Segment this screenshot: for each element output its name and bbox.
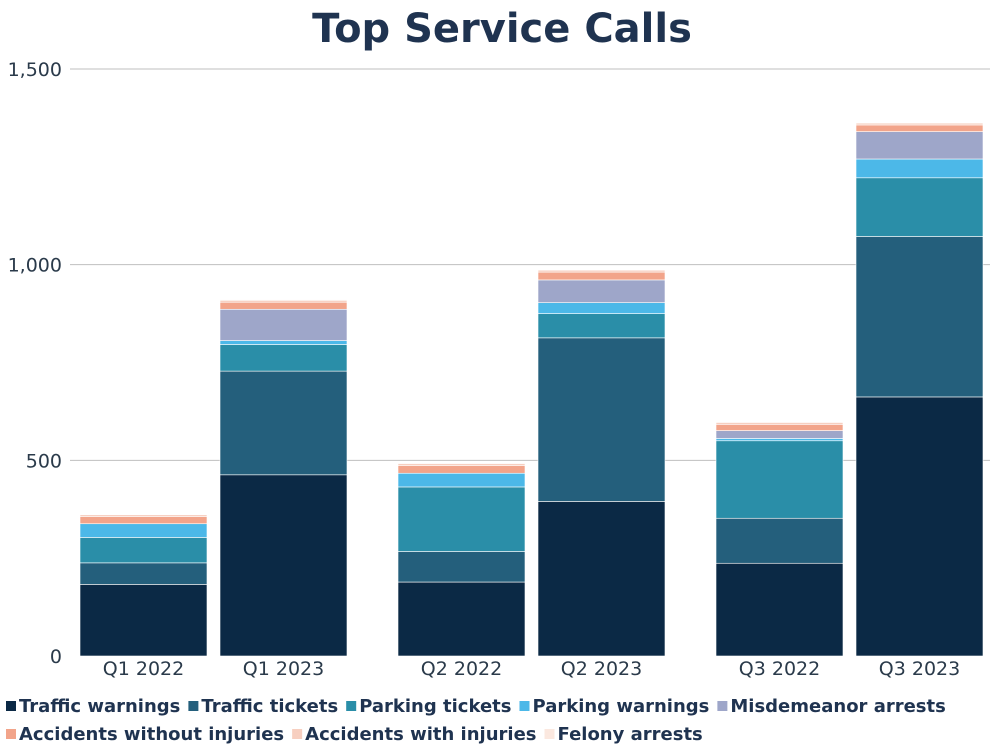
x-tick-label: Q1 2023 xyxy=(243,658,324,680)
x-tick-label: Q2 2023 xyxy=(561,658,642,680)
bar-segment-traffic-tickets-q2-2022 xyxy=(397,551,526,583)
y-tick-label: 1,500 xyxy=(8,59,62,81)
legend-item-felony-arrests: Felony arrests xyxy=(544,724,703,745)
y-tick-label: 0 xyxy=(50,646,62,668)
bar-segment-accidents-without-injuries-q1-2023 xyxy=(219,301,348,310)
legend-swatch xyxy=(6,701,16,711)
x-tick-label: Q2 2022 xyxy=(421,658,502,680)
legend-label: Accidents with injuries xyxy=(305,724,536,745)
bar-segment-parking-tickets-q2-2022 xyxy=(397,486,526,552)
bar-segment-traffic-tickets-q3-2023 xyxy=(855,236,984,398)
bar-segment-parking-tickets-q3-2023 xyxy=(855,177,984,237)
bar-segment-accidents-without-injuries-q3-2023 xyxy=(855,124,984,132)
bar-segment-traffic-warnings-q2-2022 xyxy=(397,581,526,657)
legend-swatch xyxy=(717,701,728,711)
bar-segment-traffic-warnings-q1-2022 xyxy=(79,584,208,657)
bar-segment-misdemeanor-arrests-q3-2022 xyxy=(715,430,844,439)
legend-item-parking-warnings: Parking warnings xyxy=(519,696,709,717)
legend-label: Misdemeanor arrests xyxy=(730,696,945,717)
legend-swatch xyxy=(188,701,199,711)
bar-segment-traffic-tickets-q1-2022 xyxy=(79,562,208,585)
bar-segment-traffic-warnings-q1-2023 xyxy=(219,474,348,657)
bars xyxy=(79,122,984,657)
bar-segment-accidents-without-injuries-q1-2022 xyxy=(79,516,208,525)
x-tick-label: Q1 2022 xyxy=(103,658,184,680)
legend-swatch xyxy=(292,729,303,739)
legend-swatch xyxy=(544,729,555,739)
bar-segment-traffic-warnings-q3-2023 xyxy=(855,396,984,657)
legend-swatch xyxy=(6,729,16,739)
y-tick-label: 500 xyxy=(26,450,62,472)
bar-segment-traffic-tickets-q2-2023 xyxy=(537,337,666,502)
bar-segment-misdemeanor-arrests-q1-2023 xyxy=(219,308,348,341)
legend-label: Accidents without injuries xyxy=(19,724,284,745)
bar-segment-parking-warnings-q2-2023 xyxy=(537,302,666,314)
bar-segment-parking-tickets-q3-2022 xyxy=(715,440,844,519)
y-tick-label: 1,000 xyxy=(8,255,62,277)
bar-segment-misdemeanor-arrests-q2-2023 xyxy=(537,279,666,303)
legend-item-accidents-without-injuries: Accidents without injuries xyxy=(6,724,284,745)
bar-segment-accidents-without-injuries-q2-2022 xyxy=(397,465,526,474)
bar-segment-traffic-warnings-q3-2022 xyxy=(715,562,844,657)
legend-item-accidents-with-injuries: Accidents with injuries xyxy=(292,724,537,745)
legend-item-traffic-warnings: Traffic warnings xyxy=(6,696,180,717)
bar-segment-parking-warnings-q1-2022 xyxy=(79,523,208,538)
y-axis-tick-labels: 0 500 1,000 1,500 xyxy=(8,59,62,668)
legend-item-parking-tickets: Parking tickets xyxy=(346,696,511,717)
bar-segment-accidents-without-injuries-q3-2022 xyxy=(715,424,844,431)
legend-label: Felony arrests xyxy=(558,724,703,745)
legend-label: Parking tickets xyxy=(359,696,511,717)
bar-segment-parking-tickets-q2-2023 xyxy=(537,313,666,339)
legend-label: Parking warnings xyxy=(532,696,709,717)
bar-segment-accidents-without-injuries-q2-2023 xyxy=(537,271,666,281)
legend-label: Traffic tickets xyxy=(201,696,338,717)
legend-item-misdemeanor-arrests: Misdemeanor arrests xyxy=(717,696,946,717)
bar-segment-parking-tickets-q1-2023 xyxy=(219,344,348,372)
bar-segment-misdemeanor-arrests-q3-2023 xyxy=(855,131,984,160)
bar-segment-traffic-tickets-q1-2023 xyxy=(219,370,348,476)
chart-title: Top Service Calls xyxy=(312,6,692,52)
legend-item-traffic-tickets: Traffic tickets xyxy=(188,696,338,717)
x-tick-label: Q3 2023 xyxy=(879,658,960,680)
bar-segment-parking-warnings-q2-2022 xyxy=(397,472,526,488)
bar-segment-parking-warnings-q3-2023 xyxy=(855,158,984,179)
gridlines xyxy=(70,68,990,461)
bar-segment-parking-tickets-q1-2022 xyxy=(79,537,208,564)
bar-segment-traffic-warnings-q2-2023 xyxy=(537,501,666,657)
x-axis-category-labels: Q1 2022 Q1 2023 Q2 2022 Q2 2023 Q3 2022 Q3 20… xyxy=(103,658,960,680)
legend-swatch xyxy=(519,701,530,711)
bar-segment-parking-warnings-q3-2022 xyxy=(715,438,844,442)
legend-swatch xyxy=(346,701,357,711)
x-tick-label: Q3 2022 xyxy=(739,658,820,680)
bar-segment-traffic-tickets-q3-2022 xyxy=(715,517,844,564)
legend: Traffic warnings Traffic tickets Parking t… xyxy=(6,696,946,745)
legend-label: Traffic warnings xyxy=(19,696,180,717)
bar-segment-parking-warnings-q1-2023 xyxy=(219,340,348,345)
